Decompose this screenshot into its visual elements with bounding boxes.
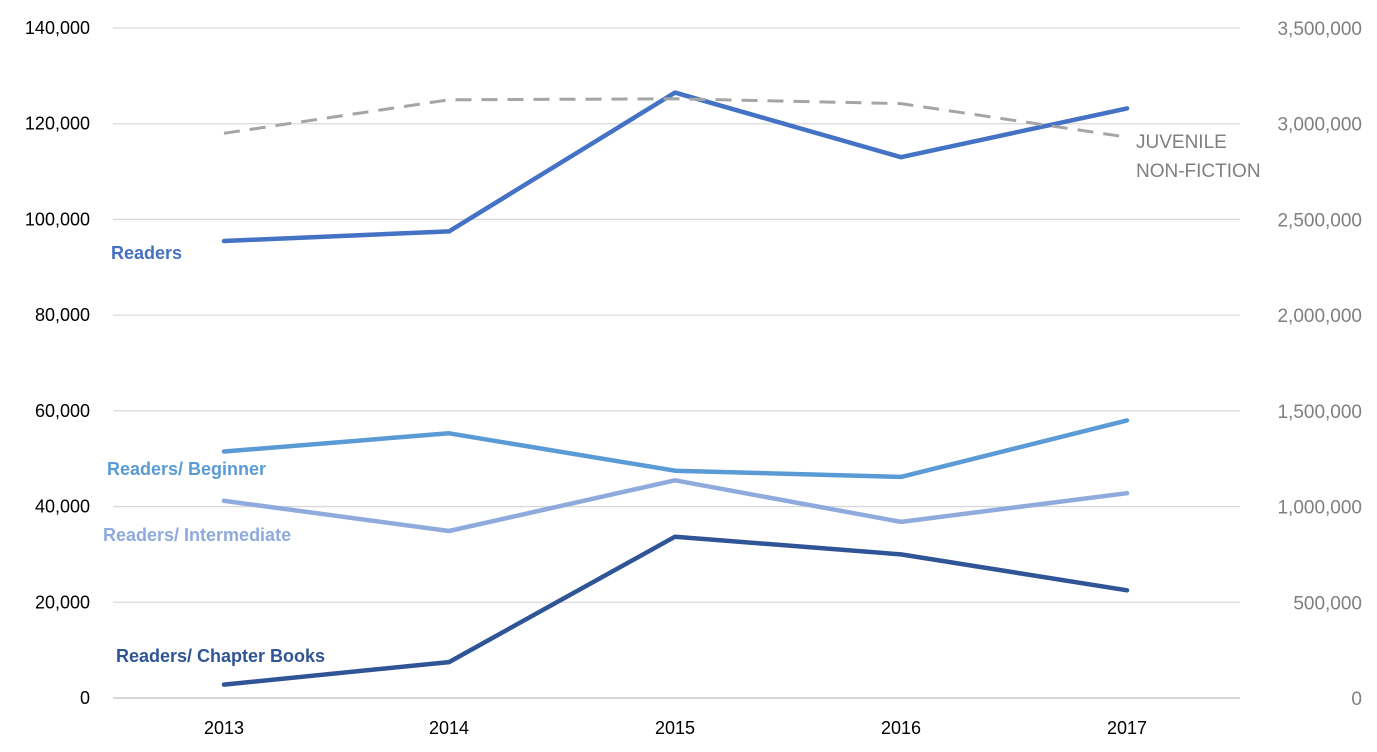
series-line-readers-beginner xyxy=(221,418,1130,480)
left-axis-tick-label: 100,000 xyxy=(25,209,90,229)
series-label-juvenile-non-fiction: JUVENILE NON-FICTION xyxy=(1136,132,1261,182)
gridlines xyxy=(113,27,1240,699)
left-axis-tick-label: 140,000 xyxy=(25,18,90,38)
series-line-readers-intermediate xyxy=(221,478,1130,534)
left-axis-tick-label: 0 xyxy=(80,688,90,708)
series-line-readers xyxy=(221,90,1130,244)
series-line-juvenile-non-fiction xyxy=(223,97,1128,139)
right-axis-tick-label: 0 xyxy=(1351,689,1362,710)
series-line-readers-chapter-books xyxy=(221,534,1130,687)
x-axis-tick-label: 2013 xyxy=(204,718,244,738)
right-axis-tick-label: 1,000,000 xyxy=(1277,498,1362,519)
series-label-readers-chapter-books: Readers/ Chapter Books xyxy=(116,646,325,666)
left-axis-tick-label: 80,000 xyxy=(35,305,90,325)
left-axis-tick-label: 120,000 xyxy=(25,114,90,134)
right-axis-tick-label: 2,000,000 xyxy=(1277,306,1362,327)
x-axis-tick-label: 2014 xyxy=(429,718,469,738)
x-axis-tick-label: 2016 xyxy=(881,718,921,738)
series-labels: Readers Readers/ Beginner Readers/ Interme… xyxy=(103,132,1261,666)
series-label-readers-intermediate: Readers/ Intermediate xyxy=(103,525,291,545)
left-axis-tick-label: 40,000 xyxy=(35,497,90,517)
right-axis-tick-label: 3,500,000 xyxy=(1277,19,1362,40)
right-axis-tick-label: 1,500,000 xyxy=(1277,402,1362,423)
right-axis-ticks: 0 500,000 1,000,000 1,500,000 2,000,000 2,500… xyxy=(1277,19,1362,710)
right-axis-tick-label: 3,000,000 xyxy=(1277,115,1362,136)
x-axis-tick-label: 2017 xyxy=(1107,718,1147,738)
series-label-readers: Readers xyxy=(111,243,182,263)
left-axis-ticks: 0 20,000 40,000 60,000 80,000 100,000 120,000 1… xyxy=(25,18,90,708)
left-axis-tick-label: 20,000 xyxy=(35,592,90,612)
left-axis-tick-label: 60,000 xyxy=(35,401,90,421)
right-axis-tick-label: 2,500,000 xyxy=(1277,210,1362,231)
series-label-readers-beginner: Readers/ Beginner xyxy=(107,459,266,479)
x-axis-ticks: 2013 2014 2015 2016 2017 xyxy=(204,718,1147,738)
right-axis-tick-label: 500,000 xyxy=(1293,593,1362,614)
x-axis-tick-label: 2015 xyxy=(655,718,695,738)
series-lines xyxy=(221,90,1130,687)
